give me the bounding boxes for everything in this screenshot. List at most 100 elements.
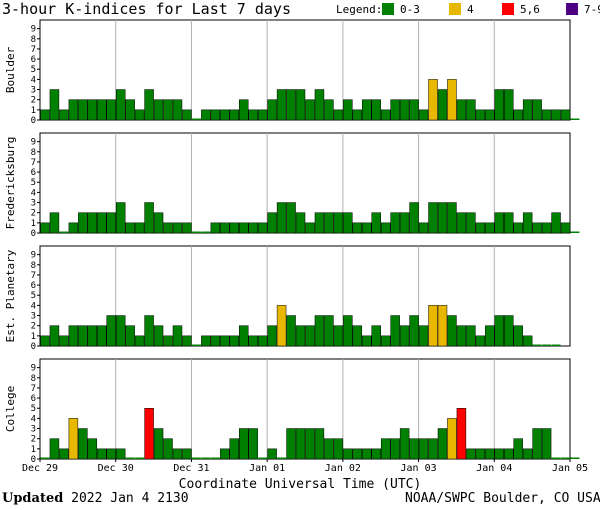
y-tick-label: 5	[31, 404, 36, 414]
k-bar	[295, 325, 306, 347]
k-bar	[257, 222, 268, 234]
chart-title: 3-hour K-indices for Last 7 days	[2, 0, 291, 18]
k-bar	[134, 109, 145, 121]
k-bar	[78, 99, 88, 121]
k-bar	[59, 448, 69, 460]
k-bar	[333, 438, 344, 460]
y-tick-label: 7	[31, 271, 36, 281]
y-tick-label: 3	[31, 425, 36, 435]
k-index-chart: 0123456789Boulder0123456789Fredericksbur…	[4, 19, 588, 474]
k-bar	[362, 222, 372, 234]
k-bar	[560, 222, 571, 234]
k-bar	[248, 222, 258, 234]
k-bar	[267, 325, 277, 347]
k-bar	[40, 457, 50, 459]
y-tick-label: 8	[31, 35, 36, 45]
y-tick-label: 8	[31, 374, 36, 384]
k-bar	[541, 109, 552, 121]
k-bar	[144, 89, 154, 121]
legend-swatch-5-6	[502, 3, 514, 15]
y-tick-label: 0	[31, 229, 36, 239]
y-tick-label: 1	[31, 106, 36, 116]
y-tick-label: 3	[31, 312, 36, 322]
k-bar	[418, 222, 429, 234]
k-bar	[182, 109, 192, 121]
k-bar	[144, 407, 154, 460]
k-bar	[494, 315, 504, 347]
k-bar	[456, 212, 467, 234]
k-bar	[153, 99, 164, 121]
k-bar	[172, 325, 183, 347]
k-bar	[333, 109, 344, 121]
k-bar	[362, 448, 372, 460]
k-bar	[220, 335, 230, 347]
k-bar	[551, 344, 561, 346]
k-bar	[295, 428, 306, 460]
k-bar	[371, 212, 381, 234]
k-bar	[437, 89, 448, 121]
k-bar	[87, 325, 98, 347]
y-tick-label: 1	[31, 445, 36, 455]
k-bar	[210, 335, 221, 347]
k-bar	[286, 315, 296, 347]
k-bar	[390, 438, 400, 460]
k-bar	[532, 344, 542, 346]
k-bar	[570, 118, 580, 120]
k-bar	[286, 89, 296, 121]
y-tick-label: 3	[31, 86, 36, 96]
x-axis-title: Coordinate Universal Time (UTC)	[178, 477, 422, 492]
k-bar	[447, 315, 457, 347]
k-bar	[485, 222, 495, 234]
panel-label-est-planetary: Est. Planetary	[4, 249, 17, 342]
y-tick-label: 9	[31, 364, 36, 374]
k-bar	[277, 457, 287, 459]
k-bar	[134, 335, 145, 347]
k-bar	[390, 315, 400, 347]
k-bar	[163, 222, 173, 234]
updated-label: Updated	[2, 491, 64, 506]
k-bar	[295, 212, 306, 234]
k-bar	[324, 99, 334, 121]
x-tick-label: Jan 03	[401, 463, 437, 474]
k-bar	[522, 212, 533, 234]
k-bar	[229, 109, 240, 121]
k-bar	[466, 99, 476, 121]
updated-stamp: Updated 2022 Jan 4 2130	[2, 491, 189, 506]
k-bar	[248, 428, 258, 460]
k-bar	[229, 222, 240, 234]
panel-label-college: College	[4, 386, 17, 432]
k-bar	[371, 448, 381, 460]
k-bar	[286, 202, 296, 234]
k-bar	[399, 428, 410, 460]
k-bar	[494, 448, 504, 460]
k-bar	[201, 457, 211, 459]
k-bar	[437, 428, 448, 460]
k-bar	[390, 212, 400, 234]
k-bar	[68, 418, 79, 460]
y-tick-label: 3	[31, 199, 36, 209]
k-bar	[352, 325, 363, 347]
k-bar	[542, 344, 552, 346]
legend-label: Legend:	[336, 3, 383, 16]
k-bar	[115, 89, 126, 121]
y-tick-label: 0	[31, 116, 36, 126]
k-bar	[437, 202, 448, 234]
y-tick-label: 6	[31, 281, 36, 291]
x-tick-label: Jan 02	[325, 463, 361, 474]
k-bar	[210, 222, 221, 234]
k-bar	[40, 335, 50, 347]
k-bar	[172, 448, 183, 460]
k-bar	[78, 325, 88, 347]
k-bar	[248, 335, 258, 347]
k-bar	[362, 335, 372, 347]
k-bar	[380, 438, 391, 460]
k-bar	[561, 457, 570, 459]
k-bar	[97, 212, 107, 234]
y-tick-label: 8	[31, 261, 36, 271]
k-bar	[135, 457, 145, 459]
k-bar	[267, 212, 277, 234]
k-bar	[115, 202, 126, 234]
y-tick-label: 4	[31, 301, 36, 311]
k-bar	[475, 109, 486, 121]
